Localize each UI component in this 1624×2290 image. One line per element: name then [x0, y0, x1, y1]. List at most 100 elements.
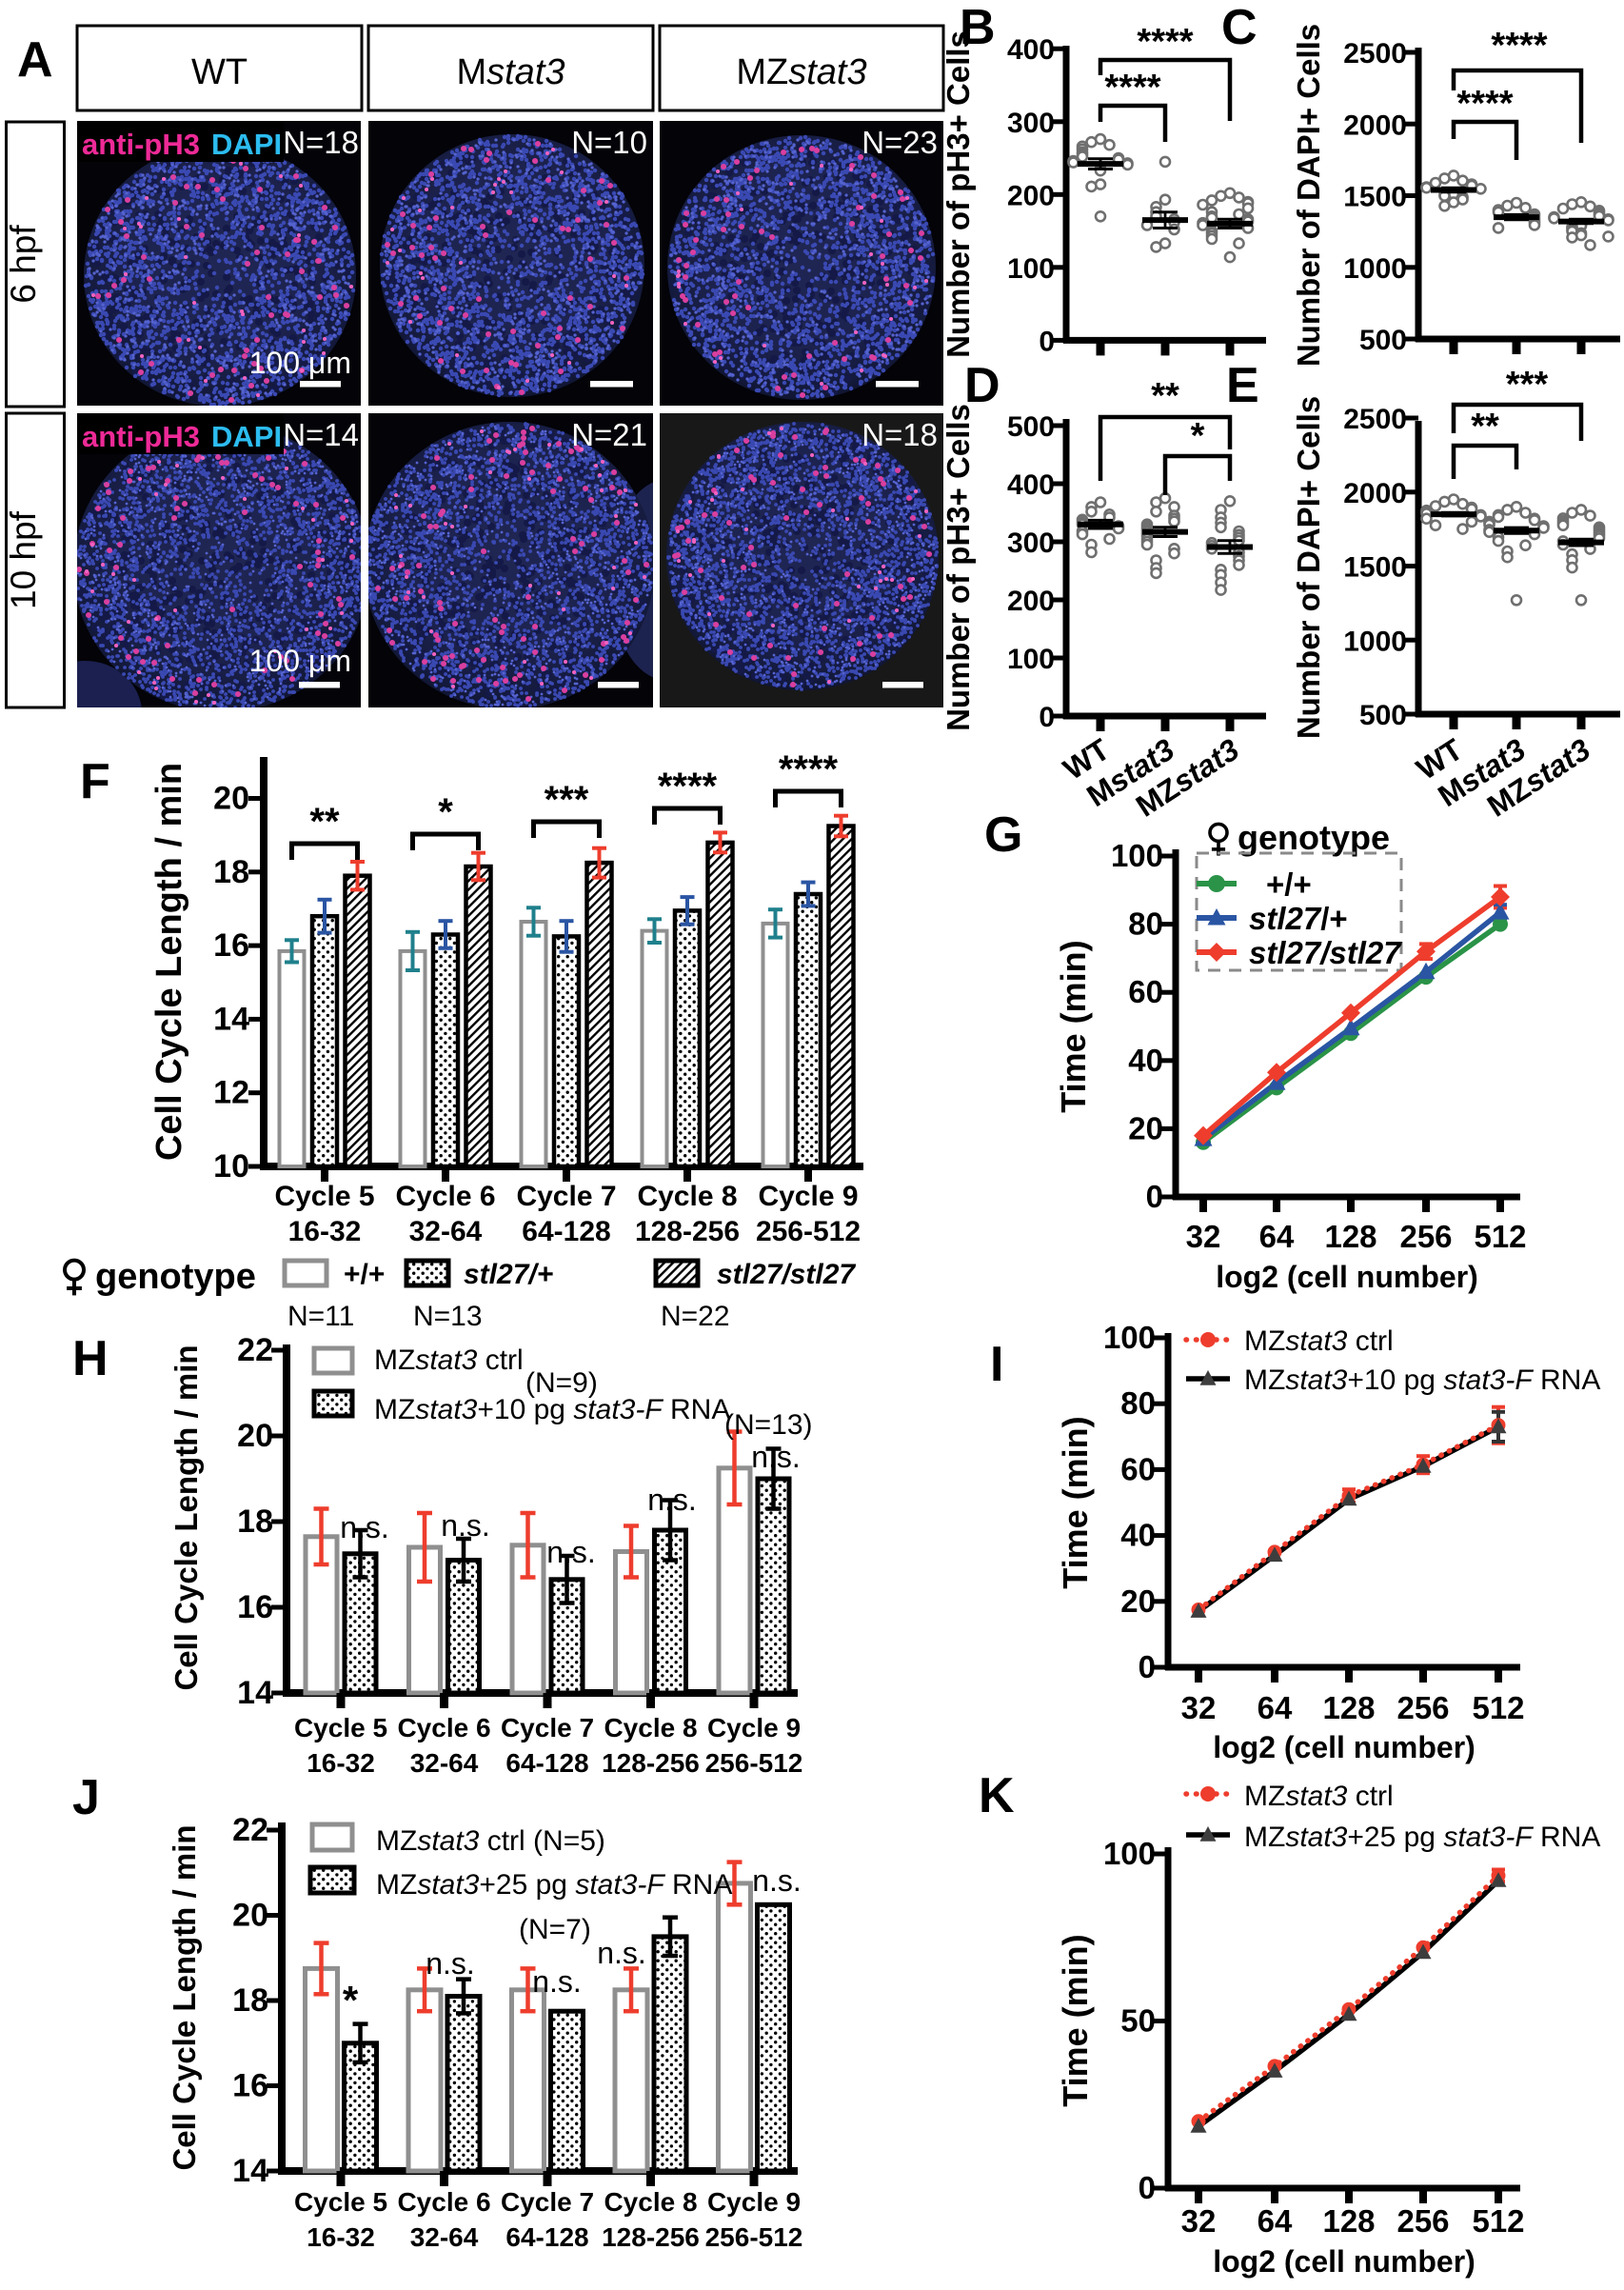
svg-text:stl27/stl27: stl27/stl27: [717, 1259, 856, 1290]
svg-text:1500: 1500: [1343, 182, 1407, 213]
svg-text:300: 300: [1007, 528, 1055, 559]
svg-text:****: ****: [658, 766, 718, 807]
svg-text:MZstat3 ctrl (N=5): MZstat3 ctrl (N=5): [376, 1825, 605, 1857]
svg-text:80: 80: [1120, 1385, 1156, 1421]
svg-text:A: A: [17, 32, 53, 88]
svg-text:MZstat3: MZstat3: [736, 52, 866, 92]
svg-text:n.s.: n.s.: [597, 1936, 646, 1970]
svg-text:K: K: [979, 1768, 1015, 1823]
svg-text:stl27/+: stl27/+: [1249, 901, 1348, 936]
svg-text:N=10: N=10: [571, 125, 647, 160]
svg-text:64: 64: [1258, 1690, 1293, 1725]
svg-text:64-128: 64-128: [505, 1748, 588, 1778]
svg-text:100: 100: [1103, 1320, 1156, 1355]
svg-text:stl27/stl27: stl27/stl27: [1249, 935, 1402, 970]
svg-text:400: 400: [1007, 34, 1055, 66]
svg-text:500: 500: [1359, 700, 1407, 731]
svg-text:14: 14: [232, 2153, 268, 2189]
svg-text:Time (min): Time (min): [1054, 940, 1093, 1112]
svg-text:100 μm: 100 μm: [249, 346, 351, 380]
svg-text:22: 22: [232, 1812, 268, 1848]
svg-text:J: J: [72, 1770, 100, 1825]
svg-text:40: 40: [1128, 1043, 1163, 1078]
svg-text:(N=7): (N=7): [519, 1914, 591, 1945]
svg-text:n.s.: n.s.: [546, 1535, 596, 1569]
svg-text:256: 256: [1396, 2203, 1449, 2239]
svg-text:2500: 2500: [1343, 404, 1407, 435]
svg-text:Cell Cycle Length / min: Cell Cycle Length / min: [168, 1344, 204, 1690]
svg-text:**: **: [309, 801, 340, 843]
svg-text:0: 0: [1139, 2170, 1156, 2205]
svg-text:200: 200: [1007, 180, 1055, 211]
svg-text:DAPI: DAPI: [211, 128, 282, 161]
svg-text:10: 10: [213, 1148, 249, 1185]
svg-text:512: 512: [1472, 2203, 1524, 2239]
svg-text:N=14: N=14: [283, 417, 359, 452]
svg-text:16-32: 16-32: [307, 2222, 375, 2252]
svg-text:MZstat3 ctrl: MZstat3 ctrl: [374, 1344, 524, 1376]
svg-text:Cycle 5: Cycle 5: [294, 1713, 387, 1742]
svg-text:Time (min): Time (min): [1056, 1416, 1095, 1588]
svg-text:500: 500: [1359, 325, 1407, 356]
svg-text:n.s.: n.s.: [751, 1440, 801, 1474]
svg-text:G: G: [984, 807, 1022, 863]
svg-text:500: 500: [1007, 411, 1055, 443]
svg-text:log2 (cell number): log2 (cell number): [1213, 1730, 1475, 1764]
svg-text:512: 512: [1474, 1219, 1526, 1254]
svg-text:1000: 1000: [1343, 253, 1407, 285]
svg-text:n.s.: n.s.: [532, 1964, 582, 1999]
svg-text:**: **: [1471, 407, 1499, 447]
svg-text:16-32: 16-32: [307, 1748, 375, 1778]
svg-text:20: 20: [237, 1418, 273, 1454]
svg-text:MZstat3+10 pg stat3-F RNA: MZstat3+10 pg stat3-F RNA: [374, 1394, 730, 1425]
svg-text:200: 200: [1007, 586, 1055, 617]
svg-text:0: 0: [1039, 702, 1055, 733]
svg-text:64: 64: [1258, 2203, 1293, 2239]
svg-text:(N=13): (N=13): [724, 1409, 813, 1441]
svg-text:*: *: [438, 791, 453, 833]
svg-text:(N=9): (N=9): [525, 1367, 598, 1399]
svg-text:50: 50: [1120, 2003, 1156, 2039]
svg-text:64-128: 64-128: [522, 1216, 610, 1247]
svg-text:Number of pH3+ Cells: Number of pH3+ Cells: [941, 30, 976, 358]
svg-text:18: 18: [237, 1503, 273, 1540]
svg-text:100 μm: 100 μm: [249, 644, 351, 678]
svg-text:32-64: 32-64: [410, 1748, 479, 1778]
svg-text:32: 32: [1181, 2203, 1217, 2239]
svg-text:1000: 1000: [1343, 626, 1407, 657]
svg-text:32: 32: [1186, 1219, 1221, 1254]
svg-text:1500: 1500: [1343, 552, 1407, 584]
svg-text:Cycle 9: Cycle 9: [707, 1713, 801, 1742]
svg-text:+/+: +/+: [1266, 866, 1312, 902]
svg-text:128: 128: [1322, 2203, 1375, 2239]
svg-text:60: 60: [1128, 974, 1163, 1009]
svg-text:MZstat3+10 pg stat3-F RNA: MZstat3+10 pg stat3-F RNA: [1244, 1364, 1600, 1396]
svg-text:DAPI: DAPI: [211, 420, 282, 453]
svg-text:Cycle 6: Cycle 6: [397, 2187, 490, 2217]
svg-text:2000: 2000: [1343, 110, 1407, 141]
svg-text:MZstat3 ctrl: MZstat3 ctrl: [1244, 1325, 1394, 1357]
svg-text:*: *: [343, 1978, 359, 2022]
svg-text:Time (min): Time (min): [1056, 1934, 1095, 2106]
svg-text:128-256: 128-256: [635, 1216, 740, 1247]
svg-text:H: H: [72, 1331, 109, 1386]
svg-text:100: 100: [1111, 838, 1163, 873]
svg-text:I: I: [990, 1337, 1003, 1392]
svg-text:stl27/+: stl27/+: [464, 1259, 553, 1290]
svg-text:16: 16: [237, 1589, 273, 1625]
svg-text:100: 100: [1007, 644, 1055, 675]
svg-text:N=11: N=11: [287, 1301, 354, 1332]
svg-text:Number of pH3+ Cells: Number of pH3+ Cells: [941, 404, 976, 731]
svg-text:genotype: genotype: [1238, 818, 1390, 857]
svg-text:Cycle 8: Cycle 8: [604, 2187, 697, 2217]
svg-text:6 hpf: 6 hpf: [4, 225, 43, 304]
svg-text:****: ****: [1137, 22, 1193, 62]
svg-text:14: 14: [213, 1001, 249, 1037]
svg-text:n.s.: n.s.: [441, 1508, 490, 1543]
svg-text:300: 300: [1007, 108, 1055, 139]
svg-text:MZstat3+25 pg stat3-F RNA: MZstat3+25 pg stat3-F RNA: [376, 1869, 732, 1901]
svg-text:E: E: [1226, 358, 1259, 413]
svg-text:32-64: 32-64: [410, 2222, 479, 2252]
svg-text:Cycle 9: Cycle 9: [758, 1181, 858, 1212]
svg-text:Cycle 5: Cycle 5: [274, 1181, 374, 1212]
